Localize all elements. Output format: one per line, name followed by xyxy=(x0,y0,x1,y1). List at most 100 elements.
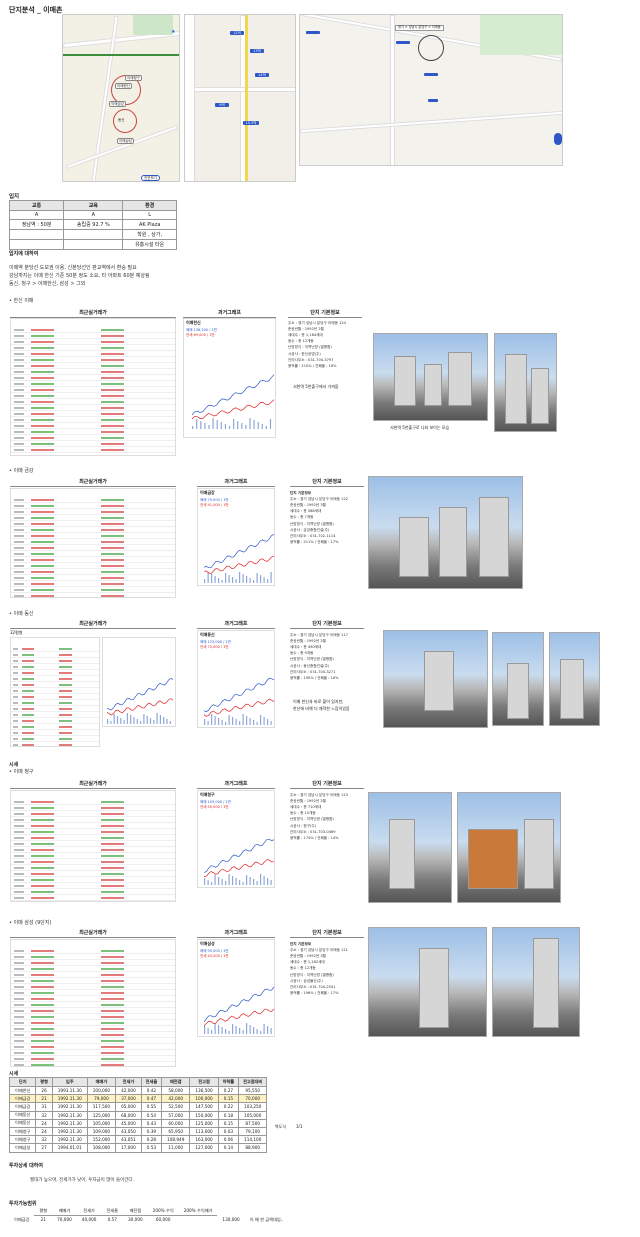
trade-row[interactable] xyxy=(11,351,175,357)
trade-row[interactable] xyxy=(11,984,175,990)
trade-row[interactable] xyxy=(11,1062,175,1066)
trade-row[interactable] xyxy=(11,954,175,960)
trade-row[interactable] xyxy=(11,581,175,587)
trade-row[interactable] xyxy=(11,682,99,688)
trade-row[interactable] xyxy=(11,411,175,417)
price-marker[interactable]: 9억 xyxy=(215,103,229,108)
map-label[interactable]: 동신 xyxy=(118,118,125,122)
trade-row[interactable] xyxy=(11,405,175,411)
trade-row[interactable] xyxy=(11,381,175,387)
trade-row[interactable] xyxy=(11,1050,175,1056)
trade-row[interactable] xyxy=(11,742,99,746)
trade-row[interactable] xyxy=(11,363,175,369)
trade-row[interactable] xyxy=(11,859,175,865)
trade-row[interactable] xyxy=(11,593,175,597)
trade-row[interactable] xyxy=(11,1002,175,1008)
price-graph[interactable]: 이매삼성 매매 95,000 / 1만 전세 45,000 / 1만 xyxy=(197,939,275,1037)
map-prices[interactable]: 12억 13억 14억 15.3억 9억 xyxy=(184,14,296,182)
price-graph[interactable]: 이매청구 매매 105,000 / 1만 전세 50,000 / 1만 xyxy=(197,790,275,888)
trade-row[interactable] xyxy=(11,393,175,399)
trade-row[interactable] xyxy=(11,563,175,569)
trade-row[interactable] xyxy=(11,515,175,521)
trade-row[interactable] xyxy=(11,664,99,670)
trade-row[interactable] xyxy=(11,883,175,889)
trade-row[interactable] xyxy=(11,895,175,901)
view-all-button[interactable]: 전연보기 xyxy=(141,175,160,181)
trade-row[interactable] xyxy=(11,1032,175,1038)
trade-row[interactable] xyxy=(11,369,175,375)
price-marker[interactable]: 12억 xyxy=(230,31,244,36)
trade-row[interactable] xyxy=(11,948,175,954)
trade-row[interactable] xyxy=(11,333,175,339)
trade-row[interactable] xyxy=(11,1056,175,1062)
trade-list[interactable] xyxy=(10,637,100,747)
map-label[interactable]: 이매청구 xyxy=(125,75,142,82)
trade-row[interactable] xyxy=(11,996,175,1002)
trade-row[interactable] xyxy=(11,676,99,682)
price-graph[interactable]: 이매금강 매매 79,000 / 1만 전세 41,000 / 1만 xyxy=(197,488,275,586)
trade-row[interactable] xyxy=(11,435,175,441)
price-graph[interactable]: 이매한신 매매 136,500 / 1만 전세 69,000 / 1만 xyxy=(183,318,276,438)
map-label[interactable]: 이매한신 xyxy=(115,83,132,90)
trade-row[interactable] xyxy=(11,387,175,393)
price-graph-alt[interactable] xyxy=(102,637,176,727)
trade-row[interactable] xyxy=(11,646,99,652)
map-label[interactable]: 이매금강 xyxy=(109,101,126,108)
trade-row[interactable] xyxy=(11,658,99,664)
trade-row[interactable] xyxy=(11,429,175,435)
trade-row[interactable] xyxy=(11,1044,175,1050)
trade-row[interactable] xyxy=(11,736,99,742)
trade-row[interactable] xyxy=(11,509,175,515)
trade-row[interactable] xyxy=(11,700,99,706)
trade-row[interactable] xyxy=(11,960,175,966)
trade-row[interactable] xyxy=(11,447,175,453)
trade-row[interactable] xyxy=(11,829,175,835)
trade-row[interactable] xyxy=(11,978,175,984)
trade-list[interactable] xyxy=(10,790,176,902)
trade-row[interactable] xyxy=(11,399,175,405)
trade-row[interactable] xyxy=(11,569,175,575)
trade-row[interactable] xyxy=(11,966,175,972)
map-overview[interactable]: 이매한신 이매금강 이매청구 동신 이매삼성 전연보기 ★ xyxy=(62,14,180,182)
price-marker[interactable]: 13억 xyxy=(250,49,264,54)
trade-row[interactable] xyxy=(11,841,175,847)
trade-row[interactable] xyxy=(11,853,175,859)
trade-row[interactable] xyxy=(11,871,175,877)
trade-row[interactable] xyxy=(11,990,175,996)
trade-row[interactable] xyxy=(11,670,99,676)
trade-row[interactable] xyxy=(11,1038,175,1044)
trade-row[interactable] xyxy=(11,345,175,351)
trade-row[interactable] xyxy=(11,545,175,551)
trade-list[interactable] xyxy=(10,939,176,1067)
trade-list[interactable] xyxy=(10,488,176,598)
trade-row[interactable] xyxy=(11,1008,175,1014)
trade-row[interactable] xyxy=(11,817,175,823)
price-marker[interactable]: 15.3억 xyxy=(243,121,259,126)
trade-row[interactable] xyxy=(11,1026,175,1032)
price-graph[interactable]: 이매동신 매매 125,000 / 1만 전세 75,000 / 1만 xyxy=(197,630,275,728)
trade-row[interactable] xyxy=(11,706,99,712)
trade-row[interactable] xyxy=(11,805,175,811)
trade-row[interactable] xyxy=(11,811,175,817)
trade-row[interactable] xyxy=(11,724,99,730)
trade-row[interactable] xyxy=(11,730,99,736)
trade-row[interactable] xyxy=(11,521,175,527)
trade-row[interactable] xyxy=(11,972,175,978)
trade-row[interactable] xyxy=(11,712,99,718)
trade-row[interactable] xyxy=(11,327,175,333)
trade-row[interactable] xyxy=(11,835,175,841)
trade-row[interactable] xyxy=(11,718,99,724)
trade-list[interactable] xyxy=(10,318,176,456)
map-label[interactable]: 이매삼성 xyxy=(117,138,134,145)
trade-row[interactable] xyxy=(11,877,175,883)
trade-row[interactable] xyxy=(11,339,175,345)
trade-row[interactable] xyxy=(11,423,175,429)
trade-row[interactable] xyxy=(11,417,175,423)
trade-row[interactable] xyxy=(11,799,175,805)
trade-row[interactable] xyxy=(11,503,175,509)
trade-row[interactable] xyxy=(11,539,175,545)
trade-row[interactable] xyxy=(11,823,175,829)
trade-row[interactable] xyxy=(11,1014,175,1020)
trade-row[interactable] xyxy=(11,1020,175,1026)
trade-row[interactable] xyxy=(11,441,175,447)
